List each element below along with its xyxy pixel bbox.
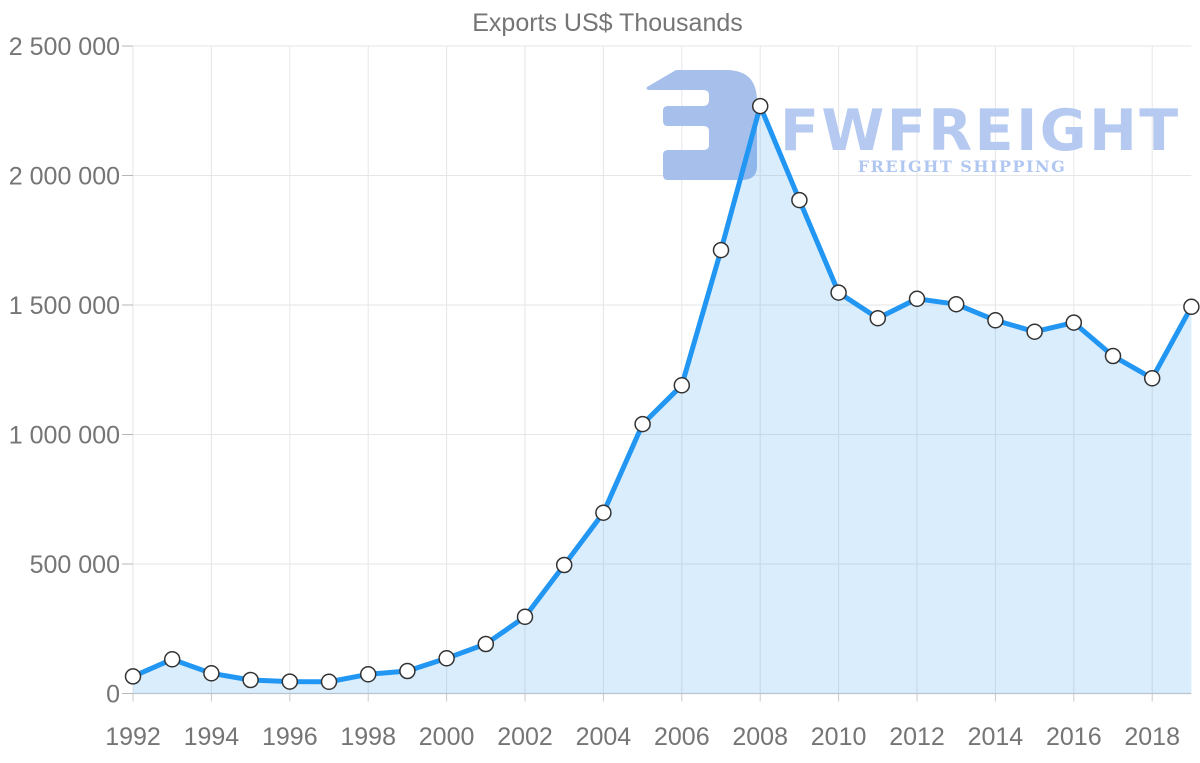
data-point-marker	[242, 671, 259, 689]
data-point-marker	[751, 97, 769, 115]
x-axis-label: 2018	[1124, 723, 1180, 751]
x-axis-label: 2012	[889, 723, 945, 751]
y-axis-label: 2 000 000	[9, 163, 120, 191]
watermark-brand-text: FWFREIGHT	[780, 98, 1181, 164]
data-point-marker	[1065, 314, 1083, 331]
axis-labels: 1992 1994 1996 1998 2000 2002 2004 2006 2008 2010…	[9, 33, 1180, 751]
x-axis-label: 2000	[419, 723, 475, 751]
series-line	[130, 103, 1194, 685]
x-axis-label: 2002	[497, 723, 553, 751]
grid-lines	[122, 45, 1192, 702]
data-point-marker	[634, 415, 651, 433]
x-axis-label: 2010	[811, 723, 867, 751]
y-axis-label: 2 500 000	[9, 33, 120, 61]
data-point-marker	[555, 556, 573, 574]
x-axis-label: 1998	[340, 723, 396, 751]
x-axis-label: 1992	[105, 723, 161, 751]
fw-logo-icon	[646, 70, 757, 180]
data-point-marker	[673, 377, 691, 394]
y-axis-label: 1 000 000	[9, 422, 120, 450]
x-axis-label: 1996	[262, 723, 318, 751]
y-axis-label: 500 000	[30, 551, 120, 579]
data-point-marker	[1104, 347, 1122, 365]
y-axis-label: 1 500 000	[9, 292, 120, 320]
data-point-marker	[791, 191, 808, 209]
watermark: FWFREIGHT FREIGHT SHIPPING	[646, 70, 1181, 180]
series-area	[133, 106, 1192, 694]
x-axis-label: 2008	[732, 723, 788, 751]
x-axis-label: 1994	[184, 723, 240, 751]
data-point-marker	[1183, 298, 1200, 316]
data-point-marker	[595, 504, 612, 521]
x-axis-label: 2006	[654, 723, 710, 751]
data-point-marker	[124, 668, 142, 685]
data-point-marker	[947, 295, 965, 313]
data-point-marker	[1026, 323, 1043, 340]
data-point-marker	[320, 673, 338, 691]
data-point-marker	[830, 284, 847, 301]
data-point-marker	[477, 635, 495, 653]
data-point-marker	[1143, 370, 1161, 387]
data-point-marker	[281, 673, 299, 690]
x-axis-label: 2014	[968, 723, 1024, 751]
data-point-marker	[359, 666, 377, 683]
data-point-marker	[516, 608, 534, 626]
watermark-tagline-text: FREIGHT SHIPPING	[858, 157, 1067, 176]
data-point-marker	[712, 241, 730, 259]
data-point-markers	[124, 97, 1200, 691]
data-point-marker	[163, 651, 181, 668]
y-axis-label: 0	[106, 681, 120, 709]
chart-title: Exports US$ Thousands	[472, 9, 743, 37]
data-point-marker	[869, 309, 887, 327]
data-point-marker	[987, 312, 1004, 329]
x-axis-label: 2004	[576, 723, 632, 751]
data-point-marker	[438, 650, 455, 667]
x-axis-label: 2016	[1046, 723, 1102, 751]
data-point-marker	[908, 290, 926, 308]
data-point-marker	[203, 665, 220, 682]
data-point-marker	[399, 662, 416, 680]
